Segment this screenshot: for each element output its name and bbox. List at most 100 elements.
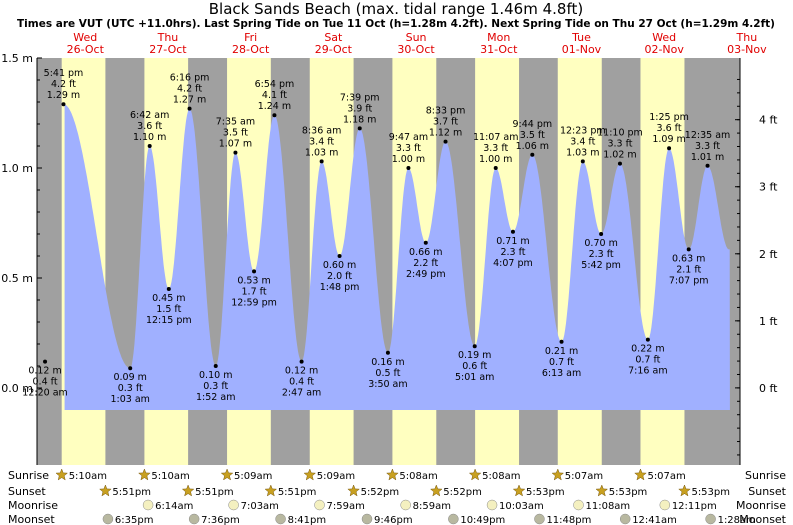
tide-area bbox=[64, 104, 730, 411]
tide-point bbox=[580, 159, 585, 164]
tide-ft-label: 0.7 ft bbox=[635, 355, 660, 366]
tide-point bbox=[645, 337, 650, 342]
tide-point bbox=[272, 113, 277, 118]
axes: 1.5 m 1.0 m 0.5 m 0.0 m 4 ft 3 ft 2 ft 1 ft 0 ft… bbox=[1, 31, 778, 465]
tide-point bbox=[61, 102, 66, 107]
sunrise-time: 5:09am bbox=[234, 471, 272, 482]
tide-m-label: 0.45 m bbox=[152, 293, 185, 304]
moon-icon bbox=[573, 499, 584, 511]
sunset-time: 5:53pm bbox=[691, 487, 730, 498]
tide-m-label: 1.00 m bbox=[479, 154, 512, 165]
tide-m-label: 0.12 m bbox=[28, 366, 61, 377]
moonrise-time: 7:59am bbox=[327, 501, 365, 512]
tide-m-label: 0.12 m bbox=[285, 366, 318, 377]
moonset-time: 10:49pm bbox=[460, 515, 505, 525]
tide-point bbox=[510, 229, 515, 234]
sun-icon bbox=[429, 484, 443, 497]
tide-time-label: 6:16 pm bbox=[170, 73, 210, 84]
tide-time-label: 12:59 pm bbox=[231, 297, 277, 308]
tide-point bbox=[337, 254, 342, 258]
row-label-right: Sunset bbox=[748, 485, 786, 498]
left-tick-label: 1.0 m bbox=[1, 162, 33, 175]
sun-icon bbox=[347, 484, 360, 497]
tide-point bbox=[252, 269, 257, 274]
day-weekday-label: Wed bbox=[652, 31, 676, 44]
sun-icon bbox=[512, 484, 526, 497]
tide-ft-label: 0.7 ft bbox=[549, 357, 574, 368]
tide-ft-label: 0.4 ft bbox=[289, 377, 314, 388]
sunrise-time: 5:09am bbox=[317, 471, 355, 482]
tide-ft-label: 3.5 ft bbox=[520, 130, 545, 141]
tide-ft-label: 0.3 ft bbox=[118, 383, 143, 394]
tide-point bbox=[406, 166, 411, 170]
sunrise-time: 5:10am bbox=[69, 471, 107, 482]
moon-icon bbox=[534, 513, 545, 525]
tide-point bbox=[187, 106, 192, 111]
day-weekday-label: Fri bbox=[244, 31, 257, 44]
day-weekday-label: Wed bbox=[73, 31, 97, 44]
tide-point bbox=[443, 139, 448, 144]
moon-icon bbox=[142, 499, 154, 511]
tide-m-label: 0.10 m bbox=[199, 370, 232, 381]
sun-icon bbox=[595, 484, 609, 497]
left-tick-label: 0.0 m bbox=[1, 382, 33, 395]
tide-m-label: 0.63 m bbox=[672, 253, 705, 264]
day-weekday-label: Tue bbox=[571, 31, 591, 44]
tide-ft-label: 3.9 ft bbox=[347, 103, 372, 114]
tide-m-label: 1.03 m bbox=[305, 147, 338, 158]
tide-ft-label: 1.5 ft bbox=[156, 304, 181, 315]
tide-ft-label: 0.6 ft bbox=[462, 361, 487, 372]
day-weekday-label: Sat bbox=[324, 31, 343, 44]
tide-ft-label: 3.5 ft bbox=[223, 128, 248, 139]
tide-point bbox=[299, 359, 304, 364]
tide-point bbox=[705, 163, 710, 168]
moon-icon bbox=[102, 513, 114, 525]
tide-m-label: 1.00 m bbox=[392, 154, 425, 165]
tide-ft-label: 3.6 ft bbox=[137, 121, 162, 132]
tide-m-label: 0.53 m bbox=[237, 275, 270, 286]
day-date-label: 01-Nov bbox=[562, 43, 602, 56]
tide-time-label: 5:01 am bbox=[455, 372, 494, 383]
sun-icon bbox=[181, 484, 195, 497]
row-label-right: Sunrise bbox=[745, 469, 786, 482]
moonset-time: 7:36pm bbox=[201, 515, 240, 525]
day-weekday-label: Thu bbox=[736, 31, 758, 44]
left-tick-label: 1.5 m bbox=[1, 52, 33, 65]
tide-time-label: 6:13 am bbox=[542, 368, 581, 379]
tide-time-label: 1:25 pm bbox=[649, 112, 689, 123]
moon-icon bbox=[314, 499, 325, 511]
tide-ft-label: 1.7 ft bbox=[242, 286, 267, 297]
sunset-time: 5:51pm bbox=[278, 487, 317, 498]
tide-m-label: 1.10 m bbox=[133, 132, 166, 143]
tide-time-label: 1:52 am bbox=[196, 392, 235, 403]
tide-time-label: 9:47 am bbox=[389, 132, 428, 143]
tide-ft-label: 0.4 ft bbox=[33, 377, 58, 388]
row-label-left: Sunset bbox=[8, 485, 46, 498]
row-label-left: Sunrise bbox=[8, 469, 49, 482]
tide-ft-label: 4.2 ft bbox=[51, 79, 76, 90]
day-weekday-label: Mon bbox=[487, 31, 510, 44]
moonrise-time: 12:11pm bbox=[672, 501, 717, 512]
tide-ft-label: 3.7 ft bbox=[433, 117, 458, 128]
moonrise-time: 11:08am bbox=[585, 501, 630, 512]
tide-time-label: 12:35 am bbox=[685, 130, 730, 141]
tide-ft-label: 3.4 ft bbox=[570, 136, 595, 147]
day-weekday-label: Sun bbox=[406, 31, 427, 44]
sun-icon bbox=[468, 468, 482, 481]
tide-ft-label: 2.0 ft bbox=[327, 271, 352, 282]
tide-m-label: 0.09 m bbox=[113, 372, 146, 383]
tide-point bbox=[599, 232, 604, 236]
tide-m-label: 1.27 m bbox=[173, 95, 206, 106]
tide-time-label: 5:41 pm bbox=[44, 68, 84, 79]
tide-point bbox=[147, 144, 152, 148]
tide-m-label: 0.60 m bbox=[323, 260, 356, 271]
day-date-label: 31-Oct bbox=[480, 43, 518, 56]
tide-time-label: 2:49 pm bbox=[406, 269, 446, 280]
tide-time-label: 6:54 pm bbox=[255, 79, 295, 90]
moonrise-time: 6:14am bbox=[155, 501, 193, 512]
tide-point bbox=[213, 364, 218, 368]
moonrise-time: 10:03am bbox=[499, 501, 544, 512]
tide-ft-label: 3.3 ft bbox=[607, 139, 632, 150]
tide-m-label: 1.01 m bbox=[691, 152, 724, 163]
tide-m-label: 1.12 m bbox=[429, 128, 462, 139]
